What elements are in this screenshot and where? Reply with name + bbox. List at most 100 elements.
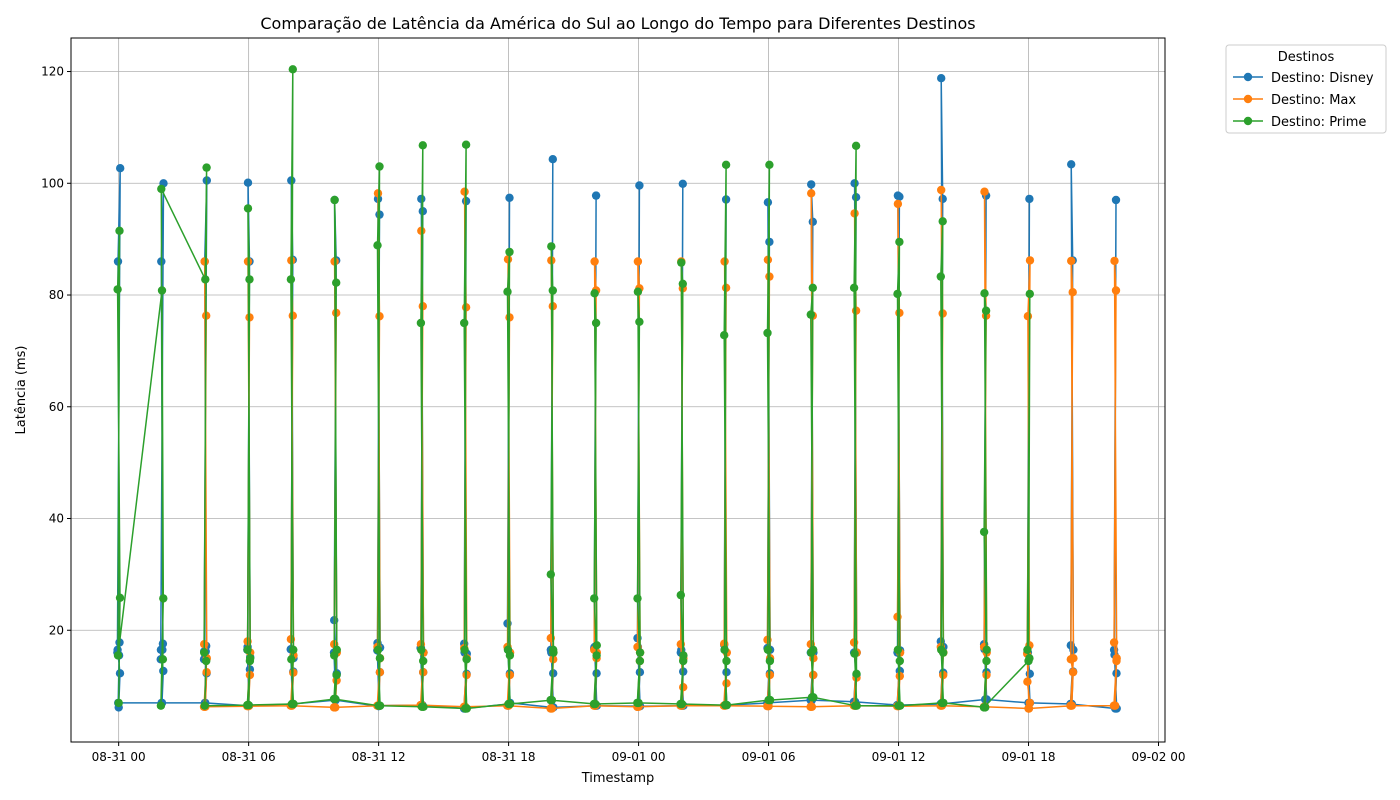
data-point (460, 645, 469, 654)
data-point (591, 191, 601, 200)
data-point (679, 651, 688, 660)
data-point (936, 272, 945, 281)
legend-marker (1243, 72, 1253, 82)
data-point (1112, 654, 1121, 663)
data-point (1109, 701, 1119, 710)
data-point (1068, 668, 1078, 677)
data-point (937, 74, 946, 83)
data-point (243, 204, 253, 213)
legend-marker (1243, 116, 1253, 126)
data-point (418, 141, 427, 150)
y-axis: 20 40 60 80 100 120 (41, 65, 71, 637)
data-point (546, 695, 555, 705)
y-tick-label: 120 (41, 65, 64, 79)
data-point (938, 194, 947, 204)
data-point (721, 160, 731, 169)
data-point (763, 328, 772, 338)
data-point (939, 698, 948, 708)
data-point (287, 655, 296, 664)
data-point (852, 701, 861, 710)
data-point (375, 701, 385, 710)
data-point (589, 699, 599, 709)
x-tick-label: 09-01 00 (612, 750, 666, 764)
data-point (592, 651, 601, 660)
data-point (416, 318, 426, 328)
data-point (635, 656, 645, 666)
data-point (505, 699, 515, 709)
x-tick-label: 08-31 06 (222, 750, 276, 764)
data-point (462, 655, 471, 664)
data-point (202, 163, 211, 172)
data-point (765, 695, 775, 705)
data-point (375, 162, 384, 171)
data-point (159, 666, 168, 676)
data-point (895, 701, 905, 710)
data-point (893, 289, 902, 299)
data-point (200, 701, 209, 710)
data-point (373, 241, 382, 250)
data-point (849, 283, 859, 292)
data-point (158, 655, 168, 664)
data-point (286, 275, 296, 284)
data-point (807, 180, 816, 189)
y-tick-label: 100 (41, 176, 64, 190)
data-point (808, 217, 817, 226)
data-point (549, 648, 558, 657)
data-point (113, 651, 123, 660)
data-point (635, 648, 645, 657)
data-point (678, 279, 687, 288)
data-point (114, 698, 123, 708)
data-point (677, 258, 686, 267)
data-point (893, 645, 903, 654)
plot-frame (70, 37, 1166, 743)
data-point (462, 704, 471, 713)
data-point (1025, 256, 1035, 265)
data-point (807, 189, 816, 198)
data-point (937, 645, 946, 654)
data-point (720, 331, 729, 340)
data-point (115, 669, 125, 678)
legend-box (1225, 44, 1387, 134)
data-point (159, 594, 168, 603)
data-point (200, 648, 209, 657)
series-layer (113, 65, 1121, 713)
data-point (591, 318, 601, 328)
data-point (243, 178, 253, 187)
data-point (722, 700, 731, 710)
data-point (1069, 654, 1078, 663)
data-point (852, 669, 861, 678)
data-point (893, 199, 903, 209)
legend-entry: Destino: Max (1271, 93, 1356, 108)
data-point (806, 310, 815, 319)
data-point (329, 694, 339, 704)
y-tick-label: 40 (49, 512, 64, 526)
data-point (979, 703, 989, 712)
data-point (330, 195, 339, 205)
data-point (417, 645, 426, 654)
data-point (246, 654, 255, 663)
data-point (156, 701, 166, 710)
data-point (590, 257, 599, 266)
data-point (461, 140, 471, 149)
data-point (763, 198, 773, 207)
data-point (460, 187, 469, 196)
data-point (982, 656, 991, 666)
data-point (202, 656, 211, 666)
legend-entry: Destino: Disney (1271, 71, 1374, 86)
data-point (809, 693, 818, 702)
data-point (115, 226, 124, 235)
data-point (850, 649, 859, 658)
x-axis-label: Timestamp (581, 771, 655, 786)
series-line (116, 68, 1031, 710)
series-destino-prime (113, 65, 1035, 713)
x-tick-label: 09-01 06 (742, 750, 796, 764)
data-point (722, 656, 731, 666)
data-point (850, 179, 859, 188)
y-tick-label: 80 (49, 288, 64, 302)
data-point (375, 654, 385, 663)
data-point (1109, 638, 1119, 647)
data-point (1023, 312, 1033, 321)
x-tick-label: 08-31 18 (482, 750, 536, 764)
data-point (505, 247, 514, 257)
data-point (635, 317, 644, 326)
